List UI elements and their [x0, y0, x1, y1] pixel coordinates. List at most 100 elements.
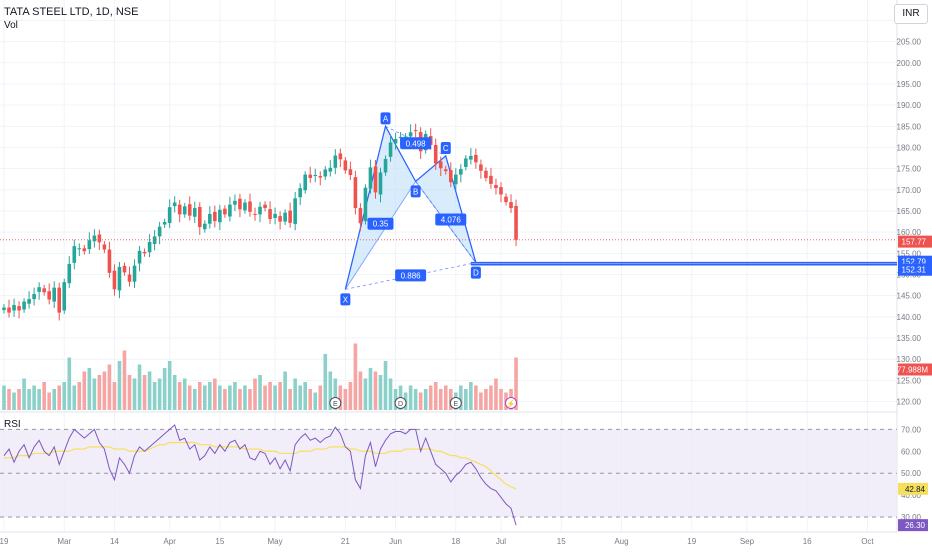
time-tick-label: 19 — [0, 537, 9, 546]
rsi-band — [0, 428, 897, 518]
candle-body — [142, 251, 147, 254]
candle-body — [243, 202, 247, 211]
price-tick-label: 125.00 — [897, 376, 922, 385]
candle-body — [87, 240, 92, 250]
event-markers[interactable]: X A B C D 0.35 0.498 4.076 0.886 E D E ⚡ — [329, 112, 518, 409]
pattern-point-badge — [440, 141, 451, 154]
time-tick-label: Apr — [163, 537, 176, 546]
volume-bar — [157, 378, 162, 410]
volume-bar — [368, 368, 373, 410]
volume-bar — [283, 371, 287, 410]
candle-body — [398, 136, 403, 138]
candle-body — [358, 208, 363, 224]
candle-body — [348, 169, 353, 176]
price-tick-label: 145.00 — [897, 292, 922, 301]
price-tick-label: 185.00 — [897, 122, 922, 131]
time-tick-label: 21 — [341, 537, 350, 546]
time-tick-label: 16 — [803, 537, 812, 546]
volume-bar — [358, 371, 363, 410]
volume-bar — [172, 375, 177, 410]
volume-bar — [479, 392, 483, 410]
volume-bar — [117, 361, 122, 410]
candle-body — [102, 244, 107, 250]
rsi-axis-label: 42.84 — [905, 485, 926, 494]
event-marker-label: E — [333, 401, 338, 408]
event-marker-label: E — [453, 401, 458, 408]
volume-bar — [418, 392, 423, 410]
volume-bar — [248, 389, 252, 410]
volume-bar — [328, 371, 333, 410]
rsi-tick-label: 50.00 — [901, 469, 922, 478]
event-marker — [449, 397, 462, 409]
rsi-axis-label-bg — [898, 482, 928, 495]
candle-body — [353, 177, 358, 209]
volume-bar — [253, 378, 257, 410]
candle-body — [448, 170, 453, 183]
volume-bar — [363, 378, 368, 410]
candle-body — [107, 249, 112, 273]
candle-body — [514, 205, 518, 240]
ratio-badge — [395, 269, 427, 282]
volume-bar — [32, 385, 36, 410]
rsi-line — [3, 424, 517, 526]
volume-bar — [147, 371, 152, 410]
price-axis-label-bg — [898, 263, 932, 276]
volume-bar — [459, 385, 463, 410]
volume-bar — [313, 392, 318, 410]
candle-body — [454, 174, 458, 185]
volume-bar — [258, 375, 262, 410]
candle-body — [187, 204, 192, 216]
volume-bar — [499, 389, 503, 410]
volume-bar — [228, 385, 232, 410]
candle-body — [167, 207, 172, 224]
currency-button[interactable]: INR — [894, 4, 928, 24]
price-tick-label: 155.00 — [897, 249, 922, 258]
volume-bar — [464, 389, 468, 410]
price-tick-label: 190.00 — [897, 101, 922, 110]
candle-body — [343, 160, 348, 171]
candle-body — [283, 212, 287, 222]
candle-body — [22, 301, 26, 310]
volume-bar — [263, 385, 267, 410]
candle-body — [383, 158, 388, 173]
price-tick-label: 205.00 — [897, 38, 922, 47]
ratio-label: 0.498 — [406, 139, 427, 148]
candle-body — [67, 263, 72, 284]
price-axis-label-bg — [898, 235, 932, 248]
price-axis-label: 152.31 — [902, 266, 927, 275]
volume-bar — [489, 385, 493, 410]
volume-bar — [448, 389, 453, 410]
candle-body — [268, 209, 272, 220]
horizontal-lines[interactable] — [0, 239, 897, 266]
volume-bar — [12, 392, 16, 410]
volume-bar — [142, 375, 147, 410]
volume-label: Vol — [4, 20, 18, 31]
candle-body — [117, 266, 122, 291]
volume-bar — [223, 389, 227, 410]
candle-body — [484, 170, 488, 178]
candle-body — [72, 246, 77, 263]
candle-body — [127, 274, 132, 282]
volume-bar — [208, 382, 212, 410]
time-tick-label: Oct — [861, 537, 874, 546]
rsi-ma-line — [4, 441, 517, 490]
candle-body — [413, 130, 418, 132]
pattern-point-badge — [410, 185, 421, 198]
volume-bar — [7, 389, 11, 410]
candle-body — [328, 167, 333, 172]
volume-bar — [514, 357, 518, 410]
volume-bar — [127, 375, 132, 410]
rsi-label: RSI — [4, 419, 21, 430]
volume-bar — [438, 389, 443, 410]
volume-bar — [388, 378, 393, 410]
candle-body — [233, 200, 237, 205]
volume-bar — [137, 364, 142, 410]
candle-body — [438, 161, 443, 169]
time-tick-label: Jul — [496, 537, 506, 546]
rsi-tick-label: 40.00 — [901, 491, 922, 500]
candle-body — [333, 155, 338, 168]
candle-body — [308, 174, 313, 178]
ratio-label: 0.35 — [373, 220, 389, 229]
